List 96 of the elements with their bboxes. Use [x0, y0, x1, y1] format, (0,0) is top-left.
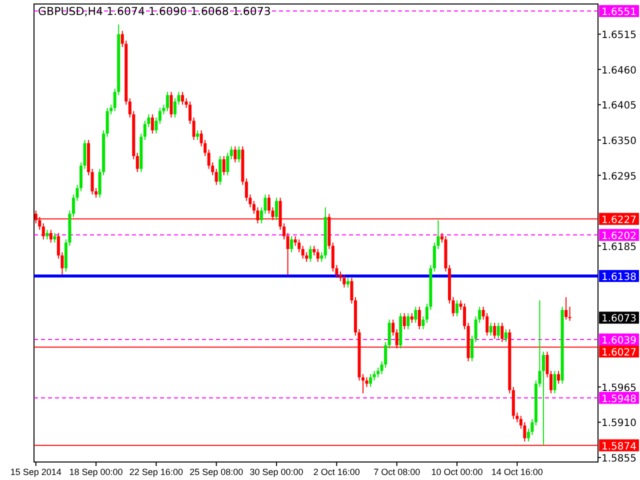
candlestick: [173, 98, 177, 118]
ref-line-label: 1.6039: [602, 335, 636, 346]
candlestick: [463, 303, 466, 330]
x-tick-label: 7 Oct 08:00: [374, 467, 420, 477]
candlestick: [392, 319, 395, 336]
candlestick: [230, 146, 233, 160]
y-tick-label: 1.6515: [602, 30, 636, 42]
candlestick: [79, 162, 83, 192]
candlestick: [166, 91, 169, 112]
candlestick: [308, 245, 312, 262]
candlestick: [170, 91, 173, 118]
ref-line-label: 1.6202: [602, 230, 636, 242]
candlestick: [342, 274, 346, 288]
candlestick: [301, 245, 304, 260]
candlestick: [181, 91, 184, 106]
x-tick-label: 14 Oct 16:00: [491, 467, 543, 477]
chart-title: GBPUSD,H4 1.6074 1.6090 1.6068 1.6073: [38, 5, 271, 18]
candlestick: [320, 252, 324, 262]
candlestick: [136, 152, 139, 173]
candlestick: [188, 101, 192, 124]
candlestick: [286, 232, 290, 276]
candlestick: [350, 277, 354, 304]
candlestick: [455, 300, 459, 317]
candlestick: [237, 146, 240, 163]
candlestick: [489, 322, 492, 336]
y-tick-label: 1.6295: [602, 171, 636, 182]
x-tick-label: 18 Sep 00:00: [69, 467, 123, 477]
candlestick: [369, 374, 372, 388]
candlestick: [192, 117, 196, 140]
candlestick: [568, 306, 572, 322]
candlestick: [504, 328, 508, 343]
candlestick: [414, 306, 418, 324]
candlestick: [226, 152, 230, 176]
candlestick: [553, 370, 556, 394]
x-tick-label: 10 Oct 00:00: [431, 467, 483, 477]
candlestick: [470, 335, 474, 362]
candlestick: [376, 367, 380, 378]
ref-line-label: 1.6138: [602, 272, 636, 283]
candlestick: [90, 168, 94, 196]
candlestick: [410, 312, 414, 324]
candlestick: [542, 351, 545, 446]
x-tick-label: 2 Oct 16:00: [313, 467, 360, 477]
x-tick-label: 30 Sep 00:00: [250, 467, 304, 477]
x-tick-label: 22 Sep 16:00: [129, 467, 183, 477]
candlestick: [406, 312, 410, 330]
candlestick: [196, 130, 200, 140]
candlestick: [557, 370, 560, 384]
candlestick: [218, 156, 222, 186]
candlestick: [402, 312, 406, 330]
candlestick: [298, 238, 301, 253]
candlestick: [496, 322, 500, 340]
candlestick: [46, 229, 49, 240]
ref-line-label: 1.5948: [602, 394, 636, 405]
x-tick-label: 15 Sep 2014: [10, 467, 62, 477]
y-tick-label: 1.5855: [602, 454, 636, 465]
candlestick: [418, 306, 421, 330]
candlestick: [312, 245, 316, 256]
candlestick: [372, 370, 376, 382]
y-tick-label: 1.6185: [602, 242, 636, 253]
candlestick: [83, 139, 86, 170]
candlestick: [158, 107, 162, 124]
candlestick: [564, 296, 568, 320]
y-tick-label: 1.6350: [602, 136, 636, 147]
ref-line-label: 1.6027: [602, 347, 636, 358]
candlestick: [493, 322, 496, 340]
ref-line-label: 1.6551: [602, 7, 636, 18]
candlestick: [106, 107, 109, 138]
ref-line-label: 1.6227: [602, 214, 636, 226]
candlestick: [214, 168, 218, 186]
candlestick: [49, 229, 52, 244]
candlestick: [177, 91, 180, 106]
candlestick: [150, 114, 154, 134]
candlestick: [290, 236, 294, 253]
candlestick: [42, 222, 45, 240]
candlestick: [549, 370, 553, 394]
annotation: 1.6073: [602, 314, 636, 325]
ref-line-label: 1.5874: [602, 441, 636, 452]
candlestick: [365, 376, 368, 388]
x-tick-label: 25 Sep 08:00: [190, 467, 244, 477]
candlestick: [361, 374, 365, 394]
candlestick: [267, 194, 271, 214]
y-tick-label: 1.6460: [602, 65, 636, 76]
candlestick: [346, 277, 350, 288]
candlestick: [500, 322, 504, 343]
candlestick: [154, 117, 158, 134]
y-tick-label: 1.5965: [602, 382, 636, 394]
candlestick: [388, 319, 391, 349]
candlestick: [53, 232, 56, 244]
candlestick: [234, 146, 237, 163]
y-tick-label: 1.5910: [602, 418, 636, 430]
candlestick: [546, 351, 549, 378]
candlestick: [275, 197, 278, 221]
y-tick-label: 1.6405: [602, 100, 636, 112]
candlestick: [422, 316, 425, 330]
candlestick: [222, 156, 226, 176]
candlestick: [316, 248, 320, 262]
